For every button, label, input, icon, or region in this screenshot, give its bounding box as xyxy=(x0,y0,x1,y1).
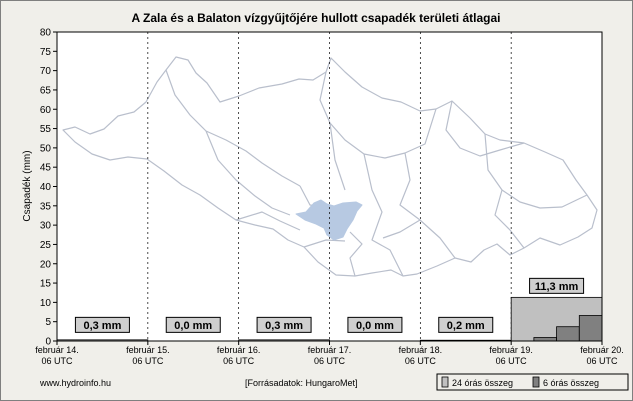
y-tick-label: 5 xyxy=(45,317,51,328)
value-label: 0,2 mm xyxy=(447,320,485,332)
legend: 24 órás összeg 6 órás összeg xyxy=(436,373,629,391)
y-tick-label: 25 xyxy=(40,240,52,251)
value-label-box xyxy=(74,316,130,333)
y-tick-label: 55 xyxy=(40,124,52,135)
map-subbasins xyxy=(165,69,588,277)
value-label-box xyxy=(256,316,312,333)
y-tick-label: 65 xyxy=(40,85,52,96)
y-tick-label: 20 xyxy=(40,259,52,270)
x-tick-time: 06 UTC xyxy=(405,356,437,366)
y-tick-label: 70 xyxy=(40,66,52,77)
value-label-box xyxy=(438,316,494,333)
footer-site: www.hydroinfo.hu xyxy=(39,378,111,388)
x-tick-time: 06 UTC xyxy=(586,356,618,366)
map-border xyxy=(62,56,598,277)
y-tick-label: 60 xyxy=(40,105,52,116)
legend-swatch-6h xyxy=(532,376,540,388)
x-tick-time: 06 UTC xyxy=(496,356,528,366)
x-tick-time: 06 UTC xyxy=(314,356,346,366)
y-tick-label: 50 xyxy=(40,143,52,154)
y-tick-label: 15 xyxy=(40,279,52,290)
x-tick-date: február 14. xyxy=(35,345,79,355)
legend-label-6h: 6 órás összeg xyxy=(543,378,599,388)
footer-data-source: [Forrásadatok: HungaroMet] xyxy=(245,378,358,388)
x-tick-date: február 20. xyxy=(580,345,624,355)
value-label: 11,3 mm xyxy=(535,281,579,293)
chart-title: A Zala és a Balaton vízgyűjtőjére hullot… xyxy=(132,11,501,25)
value-label-box xyxy=(347,316,403,333)
value-label: 0,0 mm xyxy=(174,320,212,332)
x-tick-date: február 16. xyxy=(217,345,261,355)
value-label: 0,3 mm xyxy=(83,320,121,332)
x-tick-time: 06 UTC xyxy=(132,356,164,366)
watershed-map xyxy=(62,56,598,277)
legend-box xyxy=(436,373,629,391)
bar-6h xyxy=(556,326,580,342)
bar-6h xyxy=(578,315,603,342)
y-tick-label: 35 xyxy=(40,201,52,212)
bar-6h xyxy=(533,337,557,342)
y-tick-label: 30 xyxy=(40,221,52,232)
x-tick-time: 06 UTC xyxy=(41,356,73,366)
value-label-box xyxy=(165,316,221,333)
x-tick-date: február 15. xyxy=(126,345,170,355)
value-label: 0,3 mm xyxy=(265,320,303,332)
value-label-box xyxy=(529,277,585,294)
x-tick-date: február 19. xyxy=(489,345,533,355)
x-tick-time: 06 UTC xyxy=(223,356,255,366)
y-tick-label: 40 xyxy=(40,182,52,193)
y-axis-label: Csapadék (mm) xyxy=(22,150,33,221)
value-label: 0,0 mm xyxy=(356,320,394,332)
y-tick-label: 45 xyxy=(40,163,52,174)
lake-balaton xyxy=(295,199,363,241)
y-tick-label: 80 xyxy=(40,28,52,39)
y-tick-label: 75 xyxy=(40,47,52,58)
legend-label-24h: 24 órás összeg xyxy=(452,378,513,388)
y-tick-label: 0 xyxy=(45,337,51,348)
legend-swatch-24h xyxy=(441,376,449,388)
x-tick-date: február 17. xyxy=(308,345,352,355)
y-tick-label: 10 xyxy=(40,298,52,309)
x-tick-date: február 18. xyxy=(399,345,443,355)
